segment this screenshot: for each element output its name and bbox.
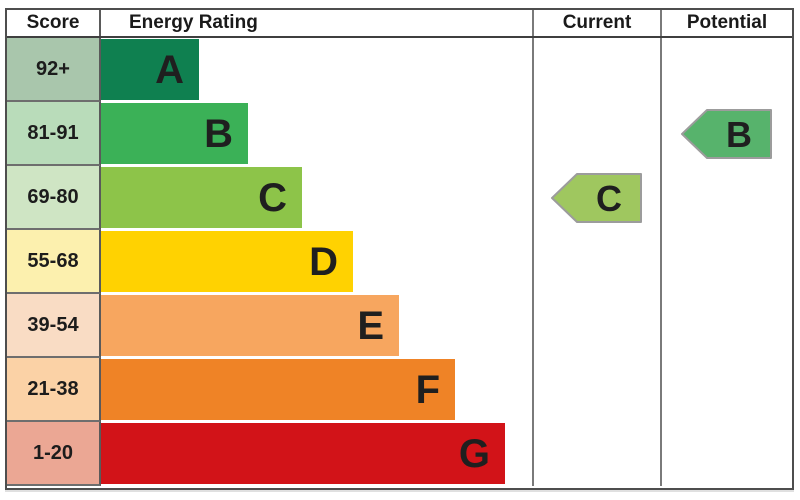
epc-band-row-c: 69-80 C C [7,166,792,230]
potential-cell-c [662,166,792,230]
rating-cell-d: D [101,230,534,294]
score-range-label: 81-91 [27,121,79,144]
potential-cell-d [662,230,792,294]
epc-band-row-a: 92+ A [7,38,792,102]
potential-cell-g [662,422,792,486]
score-header: Score [7,10,101,36]
energy-band-bar-g: G [101,423,505,484]
rating-cell-g: G [101,422,534,486]
current-rating-arrow-letter: C [596,178,622,219]
score-cell-f: 21-38 [7,358,101,422]
epc-band-row-f: 21-38 F [7,358,792,422]
band-letter: E [357,303,384,348]
score-cell-a: 92+ [7,38,101,102]
energy-rating-header: Energy Rating [101,10,534,36]
current-cell-a [534,38,662,102]
energy-band-bar-c: C [101,167,302,228]
band-letter: D [309,239,338,284]
energy-band-bar-b: B [101,103,248,164]
energy-band-bar-d: D [101,231,353,292]
potential-cell-e [662,294,792,358]
rating-cell-a: A [101,38,534,102]
epc-band-row-b: 81-91 B B [7,102,792,166]
current-cell-g [534,422,662,486]
score-cell-d: 55-68 [7,230,101,294]
current-cell-b [534,102,662,166]
potential-cell-a [662,38,792,102]
potential-rating-arrow: B [681,109,772,159]
potential-rating-arrow-shape [681,109,772,159]
rating-cell-f: F [101,358,534,422]
potential-rating-arrow-letter: B [726,114,752,155]
energy-band-bar-e: E [101,295,399,356]
current-rating-arrow-shape [551,173,642,223]
epc-band-row-e: 39-54 E [7,294,792,358]
current-cell-c: C [534,166,662,230]
potential-cell-f [662,358,792,422]
score-range-label: 92+ [36,57,70,80]
epc-header-row: Score Energy Rating Current Potential [7,10,792,38]
score-cell-e: 39-54 [7,294,101,358]
score-cell-g: 1-20 [7,422,101,486]
score-range-label: 39-54 [27,313,79,336]
energy-band-bar-a: A [101,39,199,100]
score-range-label: 69-80 [27,185,79,208]
epc-band-row-d: 55-68 D [7,230,792,294]
score-range-label: 1-20 [32,441,74,464]
band-letter: G [458,431,490,476]
current-cell-f [534,358,662,422]
score-range-label: 21-38 [27,377,79,400]
potential-cell-b: B [662,102,792,166]
band-letter: C [258,175,287,220]
score-range-label: 55-68 [27,249,79,272]
score-cell-b: 81-91 [7,102,101,166]
epc-band-row-g: 1-20 G [7,422,792,486]
current-header: Current [534,10,662,36]
rating-cell-c: C [101,166,534,230]
band-letter: F [415,367,440,412]
energy-band-bar-f: F [101,359,455,420]
potential-header: Potential [686,12,768,33]
current-rating-arrow: C [551,173,642,223]
score-cell-c: 69-80 [7,166,101,230]
rating-cell-b: B [101,102,534,166]
band-letter: A [155,47,184,92]
epc-rows: 92+ A 81-91 B B 69-80 C C 55-68 D 39-54 E 21-38 F 1-20… [7,38,792,486]
band-letter: B [204,111,233,156]
current-cell-e [534,294,662,358]
rating-cell-e: E [101,294,534,358]
epc-chart: Score Energy Rating Current Potential 92… [5,8,794,490]
current-cell-d [534,230,662,294]
